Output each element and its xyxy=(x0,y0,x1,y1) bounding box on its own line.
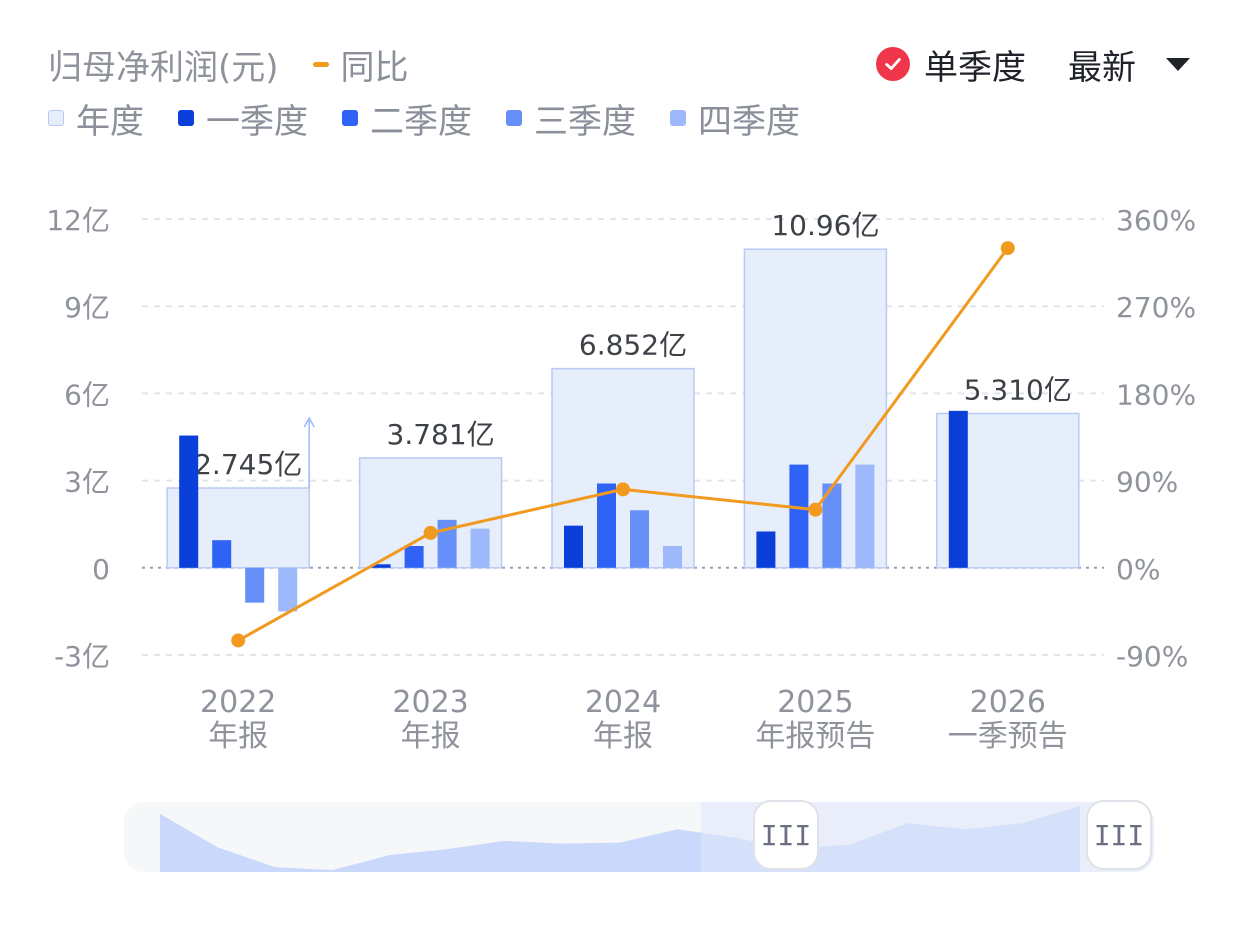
y-right-tick-label: 360% xyxy=(1116,204,1196,237)
legend-label-q2: 二季度 xyxy=(370,101,472,142)
chart-header: 归母净利润(元) 同比 xyxy=(48,40,409,89)
x-tick-label-period: 年报 xyxy=(401,719,461,754)
quarter-bar xyxy=(948,410,968,568)
x-tick-label-period: 一季预告 xyxy=(948,719,1068,754)
range-slider-left-handle[interactable]: III xyxy=(753,800,819,870)
y-left-tick-label: 3亿 xyxy=(64,466,110,499)
annual-bar-arrow-head xyxy=(303,416,315,428)
yoy-point xyxy=(808,502,823,517)
legend-item-q1[interactable]: 一季度 xyxy=(178,94,308,143)
quarter-bar xyxy=(756,531,776,568)
y-right-tick-label: 90% xyxy=(1116,466,1178,499)
legend-swatch-q4 xyxy=(670,110,686,126)
y-left-tick-label: 12亿 xyxy=(46,204,110,237)
x-tick-label-period: 年报预告 xyxy=(755,719,875,754)
legend-swatch-q3 xyxy=(506,110,522,126)
y-right-tick-label: 0% xyxy=(1116,553,1160,586)
legend-item-q3[interactable]: 三季度 xyxy=(506,94,636,143)
left-handle-grip-icon: III xyxy=(760,818,812,852)
legend-item-annual[interactable]: 年度 xyxy=(48,94,144,143)
chart-controls: 单季度 最新 xyxy=(876,40,1190,89)
quarter-bar xyxy=(179,435,199,568)
yoy-point xyxy=(423,525,438,540)
annual-data-label: 2.745亿 xyxy=(194,448,302,481)
legend-label-q4: 四季度 xyxy=(698,101,800,142)
y-left-tick-label: 0 xyxy=(92,553,110,586)
y-right-tick-label: 270% xyxy=(1116,291,1196,324)
right-handle-grip-icon: III xyxy=(1093,818,1145,852)
annual-data-label: 6.852亿 xyxy=(579,329,687,362)
quarter-bar xyxy=(663,546,682,568)
quarter-bar xyxy=(278,567,298,612)
quarter-bar xyxy=(564,525,583,568)
legend-label-q3: 三季度 xyxy=(534,101,636,142)
annual-data-label: 5.310亿 xyxy=(964,373,1072,406)
annual-data-label: 10.96亿 xyxy=(771,209,879,242)
quarter-bar xyxy=(212,540,232,568)
checkbox-checked-icon[interactable] xyxy=(876,47,910,81)
range-slider-right-handle[interactable]: III xyxy=(1086,800,1152,870)
x-tick-label-period: 年报 xyxy=(208,719,268,754)
legend-swatch-q2 xyxy=(342,110,358,126)
y-left-tick-label: -3亿 xyxy=(54,640,110,673)
yoy-legend-label: 同比 xyxy=(340,47,409,88)
y-right-tick-label: 180% xyxy=(1116,378,1196,411)
latest-dropdown-label: 最新 xyxy=(1068,47,1136,88)
dropdown-caret-icon xyxy=(1166,57,1190,71)
yoy-point xyxy=(616,482,630,497)
net-profit-chart: 12亿 9亿 6亿 3亿 0 -3亿 360% 270% 180% 90% 0% -90% 2.745亿… xyxy=(46,204,1196,754)
legend-label-annual: 年度 xyxy=(76,101,144,142)
legend-swatch-q1 xyxy=(178,110,194,126)
quarter-bar xyxy=(245,567,265,603)
legend-swatch-annual xyxy=(48,110,64,126)
latest-dropdown[interactable]: 最新 xyxy=(1068,40,1190,89)
quarter-bar xyxy=(437,519,457,568)
quarter-bar xyxy=(371,564,391,568)
y-left-tick-label: 9亿 xyxy=(64,291,110,324)
x-tick-label-year: 2024 xyxy=(585,685,661,720)
yoy-line-swatch xyxy=(312,61,329,67)
legend-item-q2[interactable]: 二季度 xyxy=(342,94,472,143)
yoy-point xyxy=(1000,241,1015,256)
legend-label-q1: 一季度 xyxy=(206,101,308,142)
quarter-bar xyxy=(855,464,875,568)
quarter-bar xyxy=(404,546,424,568)
x-tick-label-period: 年报 xyxy=(593,719,653,754)
y-right-tick-label: -90% xyxy=(1116,640,1188,673)
single-quarter-toggle-label[interactable]: 单季度 xyxy=(924,47,1026,88)
yoy-legend-item[interactable]: 同比 xyxy=(312,40,409,89)
series-legend: 年度 一季度 二季度 三季度 四季度 xyxy=(48,94,834,143)
yoy-point xyxy=(231,633,246,648)
quarter-bar xyxy=(597,483,616,568)
annual-data-label: 3.781亿 xyxy=(387,418,495,451)
x-tick-label-year: 2022 xyxy=(200,685,276,720)
x-tick-label-year: 2023 xyxy=(392,685,468,720)
quarter-bar xyxy=(789,464,809,568)
quarter-bar xyxy=(630,510,649,568)
x-tick-label-year: 2026 xyxy=(970,685,1046,720)
quarter-bar xyxy=(822,483,842,568)
x-tick-label-year: 2025 xyxy=(777,685,853,720)
legend-item-q4[interactable]: 四季度 xyxy=(670,94,800,143)
y-left-tick-label: 6亿 xyxy=(64,378,110,411)
metric-title: 归母净利润(元) xyxy=(48,47,279,88)
range-slider-minimap xyxy=(160,802,1154,872)
range-slider-track[interactable] xyxy=(124,802,1154,872)
quarter-bar xyxy=(470,528,490,568)
